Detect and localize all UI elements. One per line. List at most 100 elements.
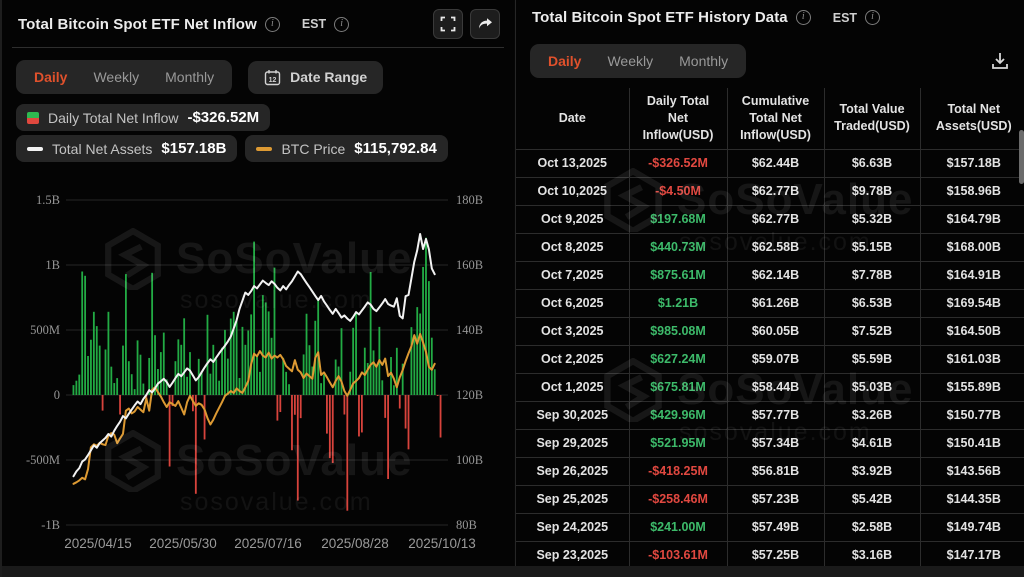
tab-monthly[interactable]: Monthly	[165, 69, 215, 85]
tab-weekly[interactable]: Weekly	[93, 69, 140, 85]
calendar-icon: 12	[264, 69, 281, 85]
table-cell: $150.77B	[919, 400, 1024, 430]
table-cell: $3.26B	[823, 400, 921, 430]
legend-label: BTC Price	[281, 140, 346, 157]
inflow-chart-canvas[interactable]: 1.5B 180B 1B 160B 500M 140B 0 120B -500M 100B -1B 8…	[2, 182, 514, 556]
table-period-tabs: Daily Weekly Monthly	[530, 44, 747, 78]
x-axis-tick: 2025/05/30	[149, 536, 217, 551]
table-scrollbar-thumb[interactable]	[1019, 130, 1024, 184]
timezone-label: EST	[301, 17, 327, 31]
table-cell: $62.77B	[726, 204, 825, 234]
history-table-header: Date Daily Total Net Inflow(USD) Cumulativ…	[516, 88, 1024, 150]
table-cell: Oct 1,2025	[516, 372, 630, 402]
table-cell: -$418.25M	[628, 456, 728, 486]
legend-label: Total Net Assets	[52, 140, 153, 157]
legend-btc-price[interactable]: BTC Price $115,792.84	[245, 135, 448, 162]
legend-total-net-assets[interactable]: Total Net Assets $157.18B	[16, 135, 238, 162]
info-icon[interactable]: i	[795, 10, 811, 25]
header-divider	[12, 47, 504, 48]
table-row: Sep 26,2025 -$418.25M $56.81B $3.92B $143.56…	[516, 456, 1024, 486]
table-cell: Sep 23,2025	[516, 540, 630, 570]
table-cell: $9.78B	[823, 176, 921, 206]
right-axis-tick: 140B	[456, 323, 483, 337]
table-cell: $57.77B	[726, 400, 825, 430]
table-cell: $5.59B	[823, 344, 921, 374]
download-button[interactable]	[990, 51, 1010, 71]
info-icon[interactable]: i	[264, 16, 280, 32]
date-range-label: Date Range	[290, 69, 368, 85]
history-data-panel: Total Bitcoin Spot ETF History Data i ES…	[515, 0, 1024, 577]
table-cell: $5.03B	[823, 372, 921, 402]
table-cell: $161.03B	[919, 344, 1024, 374]
table-cell: $985.08M	[628, 316, 728, 346]
table-cell: $157.18B	[919, 148, 1024, 178]
table-cell: $675.81M	[628, 372, 728, 402]
legend-daily-net-inflow[interactable]: Daily Total Net Inflow -$326.52M	[16, 104, 271, 131]
table-cell: $164.50B	[919, 316, 1024, 346]
table-row: Sep 29,2025 $521.95M $57.34B $4.61B $150.41B	[516, 428, 1024, 458]
date-range-button[interactable]: 12 Date Range	[248, 60, 384, 94]
fullscreen-button[interactable]	[433, 9, 463, 39]
table-cell: Sep 30,2025	[516, 400, 630, 430]
table-cell: Oct 8,2025	[516, 232, 630, 262]
right-axis-tick: 100B	[456, 453, 483, 467]
inflow-swatch-icon	[27, 111, 39, 124]
table-cell: $149.74B	[919, 512, 1024, 542]
table-cell: -$326.52M	[628, 148, 728, 178]
table-cell: $6.63B	[823, 148, 921, 178]
tab-daily[interactable]: Daily	[34, 69, 68, 85]
total-net-assets-line	[72, 233, 436, 478]
table-cell: $150.41B	[919, 428, 1024, 458]
download-icon	[992, 53, 1008, 69]
svg-text:12: 12	[269, 77, 277, 84]
chart-panel-title: Total Bitcoin Spot ETF Net Inflow	[18, 15, 257, 33]
table-cell: $241.00M	[628, 512, 728, 542]
share-button[interactable]	[470, 9, 500, 39]
table-row: Sep 25,2025 -$258.46M $57.23B $5.42B $144.35…	[516, 484, 1024, 514]
right-axis-tick: 120B	[456, 388, 483, 402]
table-panel-title: Total Bitcoin Spot ETF History Data	[532, 9, 788, 26]
table-cell: $155.89B	[919, 372, 1024, 402]
table-cell: $56.81B	[726, 456, 825, 486]
right-axis-tick: 160B	[456, 258, 483, 272]
table-cell: $3.92B	[823, 456, 921, 486]
timezone-label: EST	[832, 10, 858, 25]
table-cell: $875.61M	[628, 260, 728, 290]
table-panel-header: Total Bitcoin Spot ETF History Data i ES…	[516, 0, 1024, 32]
tab-daily[interactable]: Daily	[548, 53, 582, 69]
tab-weekly[interactable]: Weekly	[607, 53, 654, 69]
chart-period-tabs: Daily Weekly Monthly	[16, 60, 233, 94]
x-axis-tick: 2025/07/16	[234, 536, 302, 551]
table-cell: Oct 9,2025	[516, 204, 630, 234]
table-cell: Oct 13,2025	[516, 148, 630, 178]
chart-controls: Daily Weekly Monthly 12 Date Range	[2, 48, 514, 100]
table-cell: $57.25B	[726, 540, 825, 570]
share-icon	[478, 18, 492, 29]
table-cell: $58.44B	[726, 372, 825, 402]
table-cell: $5.42B	[823, 484, 921, 514]
table-row: Oct 8,2025 $440.73M $62.58B $5.15B $168.00B	[516, 232, 1024, 262]
table-cell: -$4.50M	[628, 176, 728, 206]
table-cell: $57.23B	[726, 484, 825, 514]
timezone-info-icon[interactable]: i	[865, 10, 881, 25]
table-cell: Sep 25,2025	[516, 484, 630, 514]
column-header: Date	[516, 88, 630, 150]
table-cell: $521.95M	[628, 428, 728, 458]
table-row: Oct 9,2025 $197.68M $62.77B $5.32B $164.79B	[516, 204, 1024, 234]
inflow-chart[interactable]: 1.5B 180B 1B 160B 500M 140B 0 120B -500M 100B -1B 8…	[2, 182, 514, 556]
chart-legend: Daily Total Net Inflow -$326.52M Total N…	[2, 100, 514, 162]
table-cell: $2.58B	[823, 512, 921, 542]
table-row: Oct 13,2025 -$326.52M $62.44B $6.63B $157.18…	[516, 148, 1024, 178]
table-cell: $60.05B	[726, 316, 825, 346]
table-cell: $144.35B	[919, 484, 1024, 514]
left-axis-tick: 500M	[30, 323, 60, 337]
table-row: Sep 23,2025 -$103.61M $57.25B $3.16B $147.17…	[516, 540, 1024, 570]
table-cell: $57.34B	[726, 428, 825, 458]
left-axis-tick: 1.5B	[36, 193, 60, 207]
timezone-info-icon[interactable]: i	[334, 16, 350, 32]
legend-label: Daily Total Net Inflow	[48, 109, 179, 126]
table-cell: Sep 29,2025	[516, 428, 630, 458]
table-cell: $164.79B	[919, 204, 1024, 234]
tab-monthly[interactable]: Monthly	[679, 53, 729, 69]
